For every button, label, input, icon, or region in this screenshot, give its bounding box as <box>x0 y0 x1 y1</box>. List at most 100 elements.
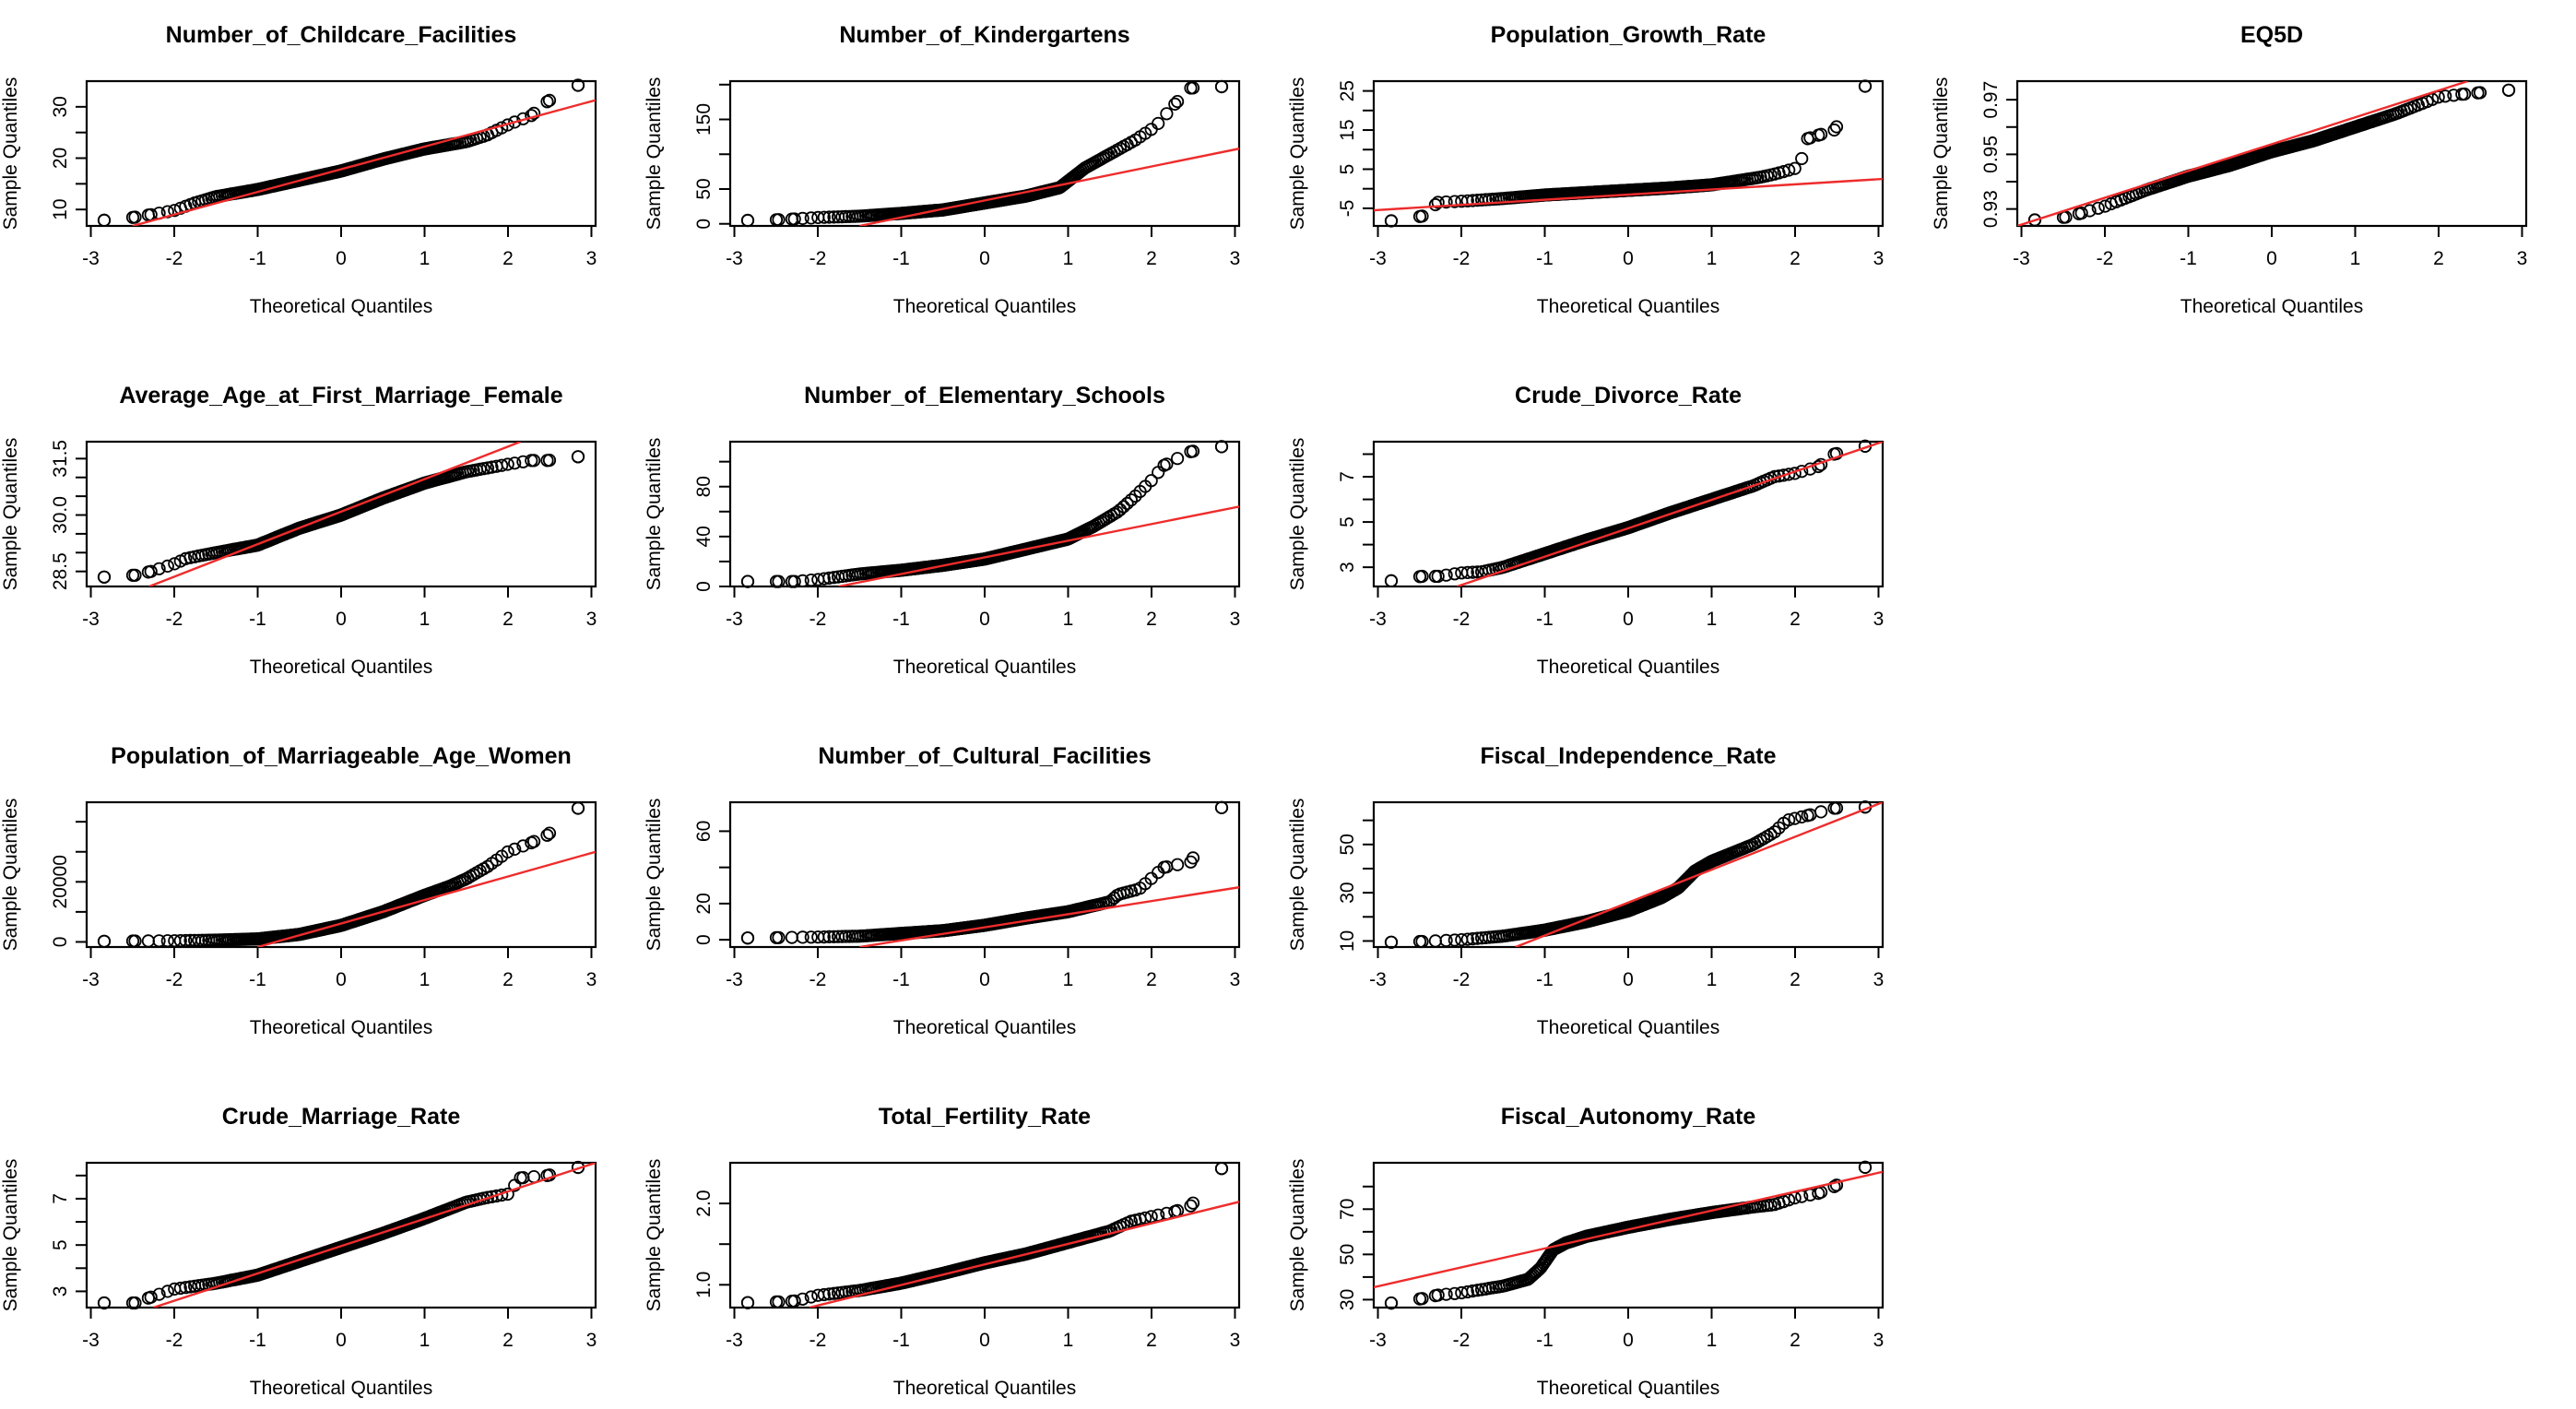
x-tick-label: 1 <box>1063 969 1074 990</box>
qq-point <box>508 842 522 856</box>
qq-panel: Population_Growth_Rate -3 -2 -1 0 1 2 3 Theoreti… <box>1287 22 1884 317</box>
x-tick-label: 2 <box>1790 248 1801 269</box>
qq-point <box>2083 204 2097 218</box>
qq-reference-line <box>1374 177 1883 212</box>
y-tick-label: 10 <box>1337 930 1358 952</box>
x-tick-label: 1 <box>419 1330 431 1351</box>
qq-point <box>144 1290 158 1304</box>
qq-point <box>540 454 554 468</box>
qq-point <box>1415 569 1429 584</box>
x-axis-label: Theoretical Quantiles <box>1537 657 1719 678</box>
qq-point <box>796 930 809 944</box>
panel-title: Population_of_Marriageable_Age_Women <box>111 743 572 769</box>
y-tick-label: 15 <box>1337 119 1358 140</box>
panel-title: Total_Fertility_Rate <box>879 1104 1091 1130</box>
x-tick-label: -2 <box>1453 969 1471 990</box>
x-axis-label: Theoretical Quantiles <box>893 1017 1076 1038</box>
y-tick-label: 40 <box>693 526 715 547</box>
x-tick-label: 0 <box>336 1330 347 1351</box>
qq-point <box>1479 193 1493 207</box>
panel-title: Crude_Divorce_Rate <box>1515 383 1742 408</box>
x-tick-label: -3 <box>726 609 743 630</box>
panel-title: Crude_Marriage_Rate <box>222 1104 461 1130</box>
x-tick-label: -3 <box>82 248 100 269</box>
y-tick-label: 20 <box>693 893 715 914</box>
x-tick-label: 1 <box>1707 969 1718 990</box>
x-tick-label: 1 <box>1063 1330 1074 1351</box>
qq-point <box>97 934 112 948</box>
qq-point <box>822 571 836 585</box>
qq-point <box>1439 1287 1453 1301</box>
y-tick-label: 3 <box>1337 562 1358 573</box>
qq-panel: Population_of_Marriageable_Age_Women -3 -2… <box>0 743 597 1038</box>
x-tick-label: 0 <box>336 969 347 990</box>
qq-point <box>1439 195 1453 209</box>
qq-point <box>571 801 585 815</box>
x-tick-label: 1 <box>1063 248 1074 269</box>
x-tick-label: -3 <box>1369 1330 1387 1351</box>
qq-point <box>168 204 182 218</box>
qq-point <box>740 931 755 945</box>
qq-point <box>1829 1178 1844 1192</box>
x-axis-label: Theoretical Quantiles <box>1537 1017 1719 1038</box>
qq-point <box>144 564 158 578</box>
y-tick-label: 50 <box>693 178 715 199</box>
x-tick-label: -3 <box>1369 248 1387 269</box>
qq-point <box>1460 1285 1474 1299</box>
qq-point <box>1415 934 1429 949</box>
sample-points <box>740 440 1229 588</box>
x-tick-label: 3 <box>1873 248 1885 269</box>
plot-frame <box>85 1161 597 1309</box>
qq-point <box>787 1294 801 1308</box>
qq-point <box>1466 1284 1480 1298</box>
x-tick-label: 0 <box>1623 609 1634 630</box>
qq-point <box>508 115 522 129</box>
qq-point <box>1128 1214 1142 1227</box>
y-tick-label: 31.5 <box>50 440 71 478</box>
qq-point <box>817 930 831 944</box>
qq-point <box>839 929 853 943</box>
qq-point <box>1827 801 1841 815</box>
y-tick-label: 30.0 <box>50 496 71 534</box>
y-axis-label: Sample Quantiles <box>0 1159 21 1312</box>
y-tick-label: -5 <box>1337 200 1358 218</box>
qq-reference-line <box>838 505 1239 586</box>
x-tick-label: -3 <box>82 969 100 990</box>
qq-reference-line <box>148 442 521 586</box>
qq-point <box>160 934 174 948</box>
qq-point <box>1448 1286 1461 1300</box>
qq-point <box>1827 447 1841 461</box>
qq-panel: Number_of_Childcare_Facilities -3 -2 -1 0 1 2 3… <box>0 22 597 317</box>
qq-point <box>97 1296 112 1310</box>
panel-title: Number_of_Elementary_Schools <box>804 383 1165 408</box>
x-tick-label: 3 <box>2517 248 2528 269</box>
qq-point <box>1782 813 1796 827</box>
y-axis-label: Sample Quantiles <box>644 1159 665 1312</box>
qq-point <box>128 934 142 948</box>
qq-point <box>785 212 798 226</box>
qq-point <box>526 106 541 121</box>
x-tick-label: -2 <box>809 248 827 269</box>
qq-point <box>1184 855 1198 869</box>
x-tick-label: -2 <box>809 969 827 990</box>
qq-reference-line <box>2017 81 2469 226</box>
x-axis-label: Theoretical Quantiles <box>250 657 432 678</box>
qq-point <box>1466 932 1480 946</box>
qq-point <box>141 934 155 948</box>
qq-point <box>540 1168 554 1182</box>
qq-panel: Crude_Divorce_Rate -3 -2 -1 0 1 2 3 Theoretical … <box>1287 383 1884 678</box>
x-tick-label: -3 <box>726 248 743 269</box>
qq-point <box>1431 569 1445 584</box>
qq-point <box>817 210 831 224</box>
x-tick-label: 1 <box>419 609 431 630</box>
qq-point <box>822 929 836 943</box>
sample-points <box>740 800 1229 945</box>
x-tick-label: 1 <box>1707 248 1718 269</box>
sample-points <box>1384 79 1873 228</box>
sample-points <box>97 450 585 584</box>
x-tick-label: 3 <box>1873 969 1885 990</box>
panel-title: EQ5D <box>2240 22 2303 48</box>
qq-point <box>1439 568 1453 582</box>
sample-points <box>1384 439 1873 587</box>
